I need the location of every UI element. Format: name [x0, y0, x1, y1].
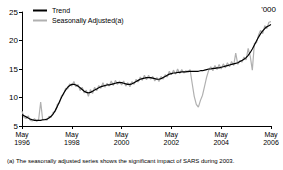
svg-text:2004: 2004	[213, 139, 229, 146]
svg-text:May: May	[65, 131, 79, 139]
svg-text:2000: 2000	[114, 139, 130, 146]
svg-text:1998: 1998	[64, 139, 80, 146]
svg-text:May: May	[215, 131, 229, 139]
svg-text:2002: 2002	[164, 139, 180, 146]
svg-text:Trend: Trend	[52, 7, 70, 14]
svg-text:May: May	[115, 131, 129, 139]
svg-text:(a) The seasonally adjusted se: (a) The seasonally adjusted series shows…	[7, 158, 235, 164]
svg-text:25: 25	[9, 8, 18, 17]
svg-text:1996: 1996	[14, 139, 30, 146]
svg-text:May: May	[15, 131, 29, 139]
svg-text:'000: '000	[261, 5, 276, 14]
svg-text:20: 20	[9, 36, 18, 45]
svg-text:2006: 2006	[263, 139, 279, 146]
svg-text:Seasonally Adjusted(a): Seasonally Adjusted(a)	[52, 17, 124, 25]
svg-text:May: May	[264, 131, 278, 139]
svg-text:May: May	[165, 131, 179, 139]
svg-text:5: 5	[14, 122, 19, 131]
svg-text:10: 10	[9, 93, 18, 102]
svg-text:15: 15	[9, 65, 18, 74]
